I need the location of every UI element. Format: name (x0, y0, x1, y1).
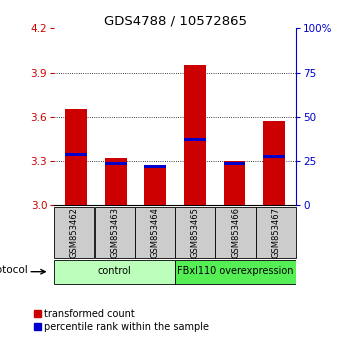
Bar (223, 162, 245, 165)
Bar (54, 260, 175, 284)
Text: control: control (98, 266, 131, 276)
Bar (105, 162, 127, 165)
Text: FBxl110 overexpression: FBxl110 overexpression (177, 266, 294, 276)
Bar (65, 153, 87, 156)
Bar (95, 207, 135, 258)
Bar (65, 109, 87, 205)
Text: GSM853466: GSM853466 (231, 207, 240, 258)
Legend: transformed count, percentile rank within the sample: transformed count, percentile rank withi… (34, 309, 209, 332)
Bar (223, 161, 245, 205)
Bar (54, 207, 95, 258)
Bar (256, 207, 296, 258)
Bar (263, 155, 285, 158)
Bar (184, 65, 206, 205)
Text: GSM853462: GSM853462 (70, 207, 79, 258)
Title: GDS4788 / 10572865: GDS4788 / 10572865 (104, 14, 247, 27)
Bar (184, 138, 206, 141)
Text: GSM853467: GSM853467 (271, 207, 280, 258)
Text: protocol: protocol (0, 266, 28, 275)
Bar (105, 158, 127, 205)
Text: GSM853464: GSM853464 (151, 207, 160, 258)
Bar (216, 207, 256, 258)
Bar (175, 260, 296, 284)
Bar (135, 207, 175, 258)
Bar (144, 166, 166, 205)
Text: GSM853463: GSM853463 (110, 207, 119, 258)
Bar (144, 165, 166, 168)
Bar (175, 207, 216, 258)
Text: GSM853465: GSM853465 (191, 207, 200, 258)
Bar (263, 121, 285, 205)
